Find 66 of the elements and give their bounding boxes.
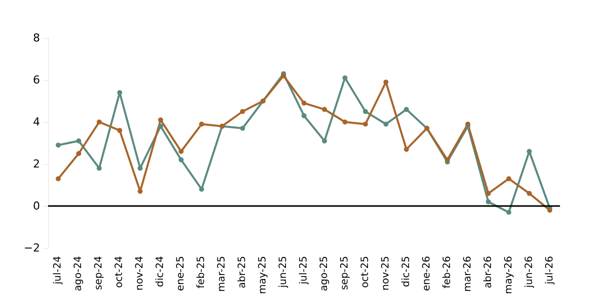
x-tick-label: oct-25 [360, 256, 371, 288]
point [138, 166, 143, 171]
point [96, 120, 102, 124]
x-tick-label: abr-26 [482, 256, 494, 288]
point [76, 151, 82, 156]
x-tick-label: feb-25 [196, 256, 208, 288]
x-tick-label: jun-26 [524, 256, 535, 289]
point [199, 122, 204, 127]
point [526, 148, 532, 154]
x-tick-label: jul-24 [52, 256, 64, 286]
x-tick-label: jun-25 [278, 256, 290, 289]
x-tick-label: ago-24 [73, 256, 84, 292]
point [506, 176, 512, 182]
x-tick-label: ene-26 [421, 256, 432, 291]
point [117, 128, 122, 133]
x-tick-label: may-26 [503, 256, 514, 294]
x-tick-label: nov-24 [134, 256, 146, 290]
point [240, 126, 246, 131]
point [362, 122, 368, 127]
point [526, 190, 532, 196]
y-tick-label: 8 [33, 32, 40, 44]
x-tick-label: nov-25 [380, 256, 392, 290]
point [240, 109, 246, 114]
x-tick-label: mar-25 [216, 256, 228, 292]
x-tick-label: jul-26 [544, 256, 556, 286]
point [158, 117, 164, 122]
x-tick-label: ene-25 [176, 256, 187, 291]
x-tick-label: abr-25 [237, 256, 248, 288]
x-tick-label: dic-24 [155, 256, 166, 287]
y-tick-label: 4 [33, 116, 40, 128]
x-tick-label: oct-24 [114, 256, 126, 288]
point [138, 188, 143, 194]
point [178, 148, 184, 154]
point [404, 146, 409, 152]
point [506, 210, 512, 215]
point [302, 113, 306, 118]
point [117, 90, 122, 96]
y-tick-label: 2 [33, 158, 40, 170]
x-tick-label: dic-25 [400, 256, 412, 287]
point [342, 120, 348, 124]
point [342, 75, 348, 80]
point [322, 138, 327, 144]
y-tick-label: 6 [33, 74, 40, 86]
point [178, 157, 184, 162]
x-tick-label: mar-26 [462, 256, 474, 292]
point [486, 199, 491, 204]
point [158, 124, 164, 129]
x-tick-label: ago-25 [318, 256, 330, 292]
point [76, 138, 82, 144]
point [322, 106, 327, 112]
point [56, 176, 61, 182]
y-tick-label: −2 [24, 242, 40, 254]
y-tick-label: 0 [33, 200, 40, 212]
point [302, 100, 306, 106]
point [383, 122, 388, 127]
point [486, 190, 491, 196]
point [96, 166, 102, 171]
x-tick-label: may-25 [258, 256, 269, 294]
x-tick-label: sep-24 [94, 256, 105, 290]
x-tick-label: feb-26 [442, 256, 453, 288]
point [404, 106, 409, 112]
x-tick-label: sep-25 [339, 256, 350, 290]
point [199, 186, 204, 192]
point [362, 109, 368, 114]
point [56, 142, 61, 148]
x-tick-label: jul-25 [298, 256, 310, 286]
